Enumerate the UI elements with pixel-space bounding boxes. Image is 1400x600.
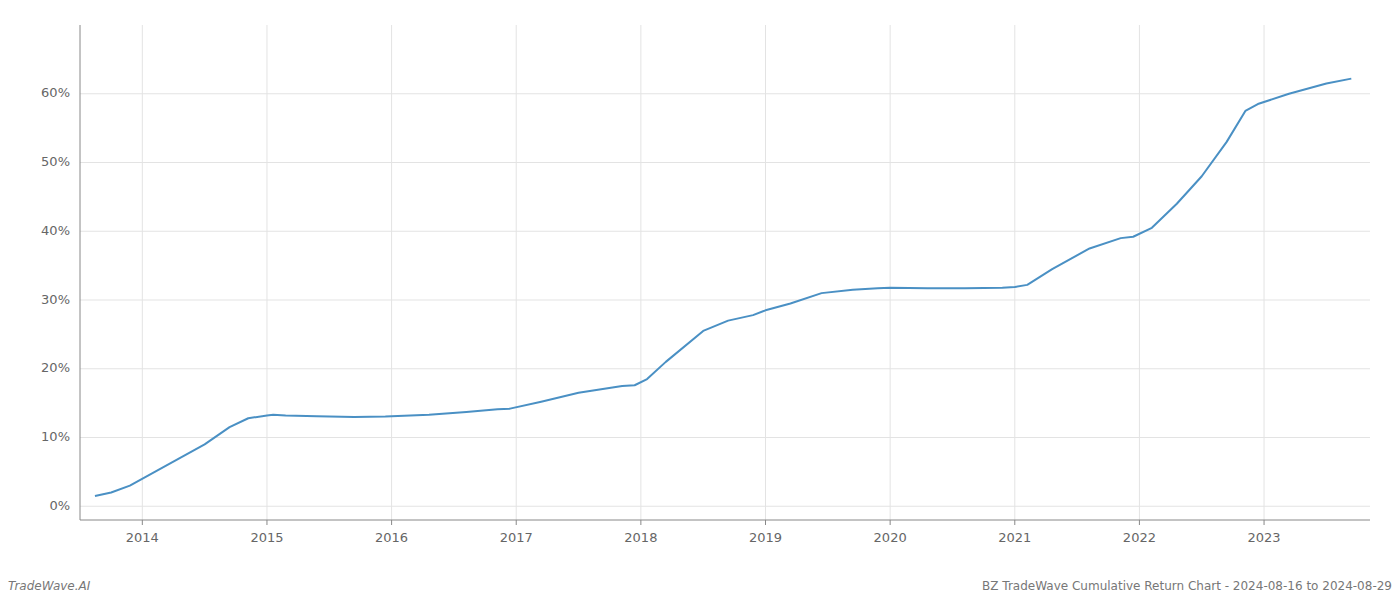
x-tick [516,520,517,525]
line [95,79,1351,496]
x-axis-line [80,520,1370,521]
x-tick-label: 2018 [624,530,657,545]
y-tick-label: 0% [49,498,70,513]
y-grid-line [80,162,1370,163]
x-grid-line [1014,25,1015,520]
y-grid-line [80,300,1370,301]
x-tick [1264,520,1265,525]
y-grid-line [80,368,1370,369]
x-grid-line [890,25,891,520]
y-tick-label: 20% [41,360,70,375]
x-grid-line [640,25,641,520]
x-tick [391,520,392,525]
x-grid-line [1264,25,1265,520]
x-tick-label: 2023 [1248,530,1281,545]
y-tick-label: 40% [41,223,70,238]
x-tick [640,520,641,525]
y-grid-line [80,231,1370,232]
y-tick-label: 10% [41,429,70,444]
x-tick [1014,520,1015,525]
x-tick-label: 2020 [874,530,907,545]
x-grid-line [1139,25,1140,520]
y-grid-line [80,506,1370,507]
x-tick [890,520,891,525]
x-tick-label: 2016 [375,530,408,545]
x-grid-line [266,25,267,520]
x-tick [266,520,267,525]
x-tick-label: 2017 [500,530,533,545]
y-tick-label: 60% [41,85,70,100]
x-tick [1139,520,1140,525]
grid [80,25,1370,520]
x-grid-line [765,25,766,520]
y-grid-line [80,437,1370,438]
x-tick-label: 2014 [126,530,159,545]
x-tick-label: 2015 [250,530,283,545]
footer-right: BZ TradeWave Cumulative Return Chart - 2… [982,579,1392,593]
axes: 0% 10% 20% 30% 40% 50% 60% 2014 2015 2016 2017 2018… [41,25,1370,545]
plot-area [95,79,1351,496]
x-grid-line [391,25,392,520]
x-grid-line [142,25,143,520]
x-grid-line [516,25,517,520]
chart: 0% 10% 20% 30% 40% 50% 60% 2014 2015 2016 2017 2018… [0,0,1400,600]
x-tick-label: 2021 [998,530,1031,545]
y-grid-line [80,93,1370,94]
y-tick-label: 30% [41,292,70,307]
x-tick [765,520,766,525]
footer-left: TradeWave.AI [8,579,91,593]
x-tick-label: 2019 [749,530,782,545]
y-axis-line [80,25,81,520]
x-tick-label: 2022 [1123,530,1156,545]
y-tick-label: 50% [41,154,70,169]
x-tick [142,520,143,525]
